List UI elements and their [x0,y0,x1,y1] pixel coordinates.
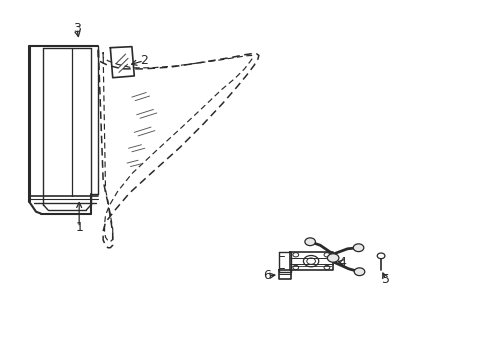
Circle shape [353,268,364,276]
Text: 6: 6 [263,270,271,283]
Text: 3: 3 [73,22,81,35]
Text: 2: 2 [140,54,147,67]
Text: 4: 4 [338,256,346,269]
Circle shape [327,254,338,262]
Text: 1: 1 [75,221,83,234]
Circle shape [352,244,363,252]
Circle shape [376,253,384,259]
Text: 5: 5 [381,273,389,286]
Circle shape [304,238,315,246]
